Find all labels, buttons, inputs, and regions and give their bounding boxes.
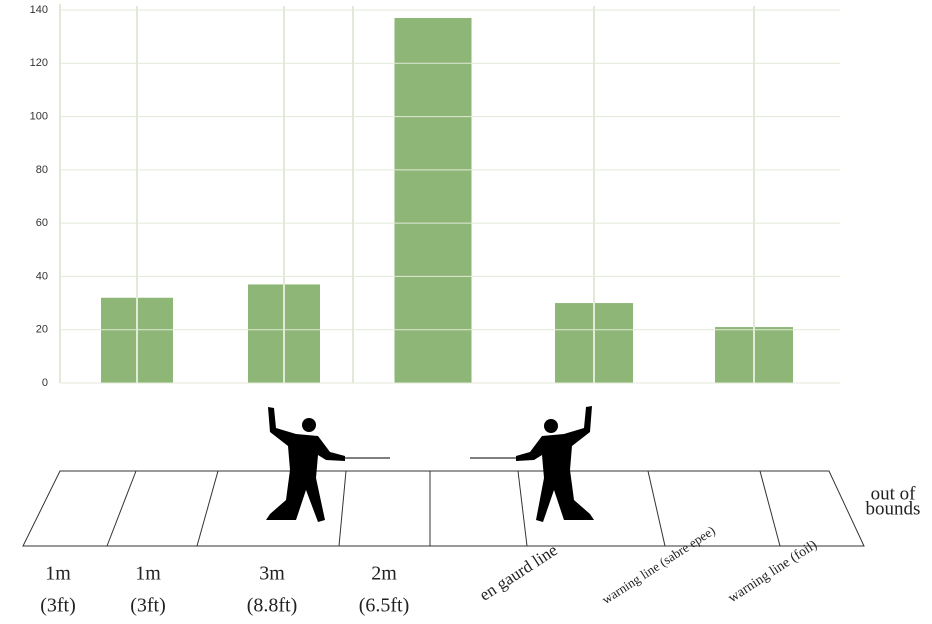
zone-imperial: (3ft) xyxy=(130,595,166,617)
piste-line xyxy=(517,470,528,547)
y-tick-label: 60 xyxy=(36,217,48,229)
y-tick-label: 100 xyxy=(30,110,48,122)
piste-line xyxy=(647,470,666,547)
zone-imperial: (8.8ft) xyxy=(247,595,298,617)
y-tick-label: 80 xyxy=(36,164,48,176)
fencer-head xyxy=(544,419,558,433)
fencer-right xyxy=(470,406,594,522)
out-of-bounds-label: out of xyxy=(871,483,917,504)
zone-imperial: (3ft) xyxy=(40,595,76,617)
zone-length: 2m xyxy=(371,563,397,585)
piste-outline xyxy=(22,470,865,547)
line-label: warning line (foil) xyxy=(726,537,821,606)
zone-length: 3m xyxy=(259,563,285,585)
fencer-body xyxy=(266,407,345,522)
bar xyxy=(394,17,472,383)
zone-imperial: (6.5ft) xyxy=(359,595,410,617)
piste-line xyxy=(759,470,781,547)
zone-length: 1m xyxy=(135,563,161,585)
fencer-body xyxy=(516,406,594,522)
piste-line xyxy=(196,470,219,547)
piste-line xyxy=(338,470,347,547)
fencer-head xyxy=(302,418,316,432)
line-label: warning line (sabre epee) xyxy=(599,523,718,607)
out-of-bounds-label: bounds xyxy=(866,498,921,519)
y-tick-label: 40 xyxy=(36,270,48,282)
y-tick-label: 0 xyxy=(42,377,48,389)
y-tick-label: 20 xyxy=(36,324,48,336)
zone-length: 1m xyxy=(45,563,71,585)
piste-line xyxy=(106,470,137,547)
line-label: en gaurd line xyxy=(476,540,561,604)
fencer-left xyxy=(266,407,390,522)
y-tick-label: 120 xyxy=(30,57,48,69)
piste xyxy=(22,470,865,547)
y-tick-label: 140 xyxy=(30,4,48,16)
